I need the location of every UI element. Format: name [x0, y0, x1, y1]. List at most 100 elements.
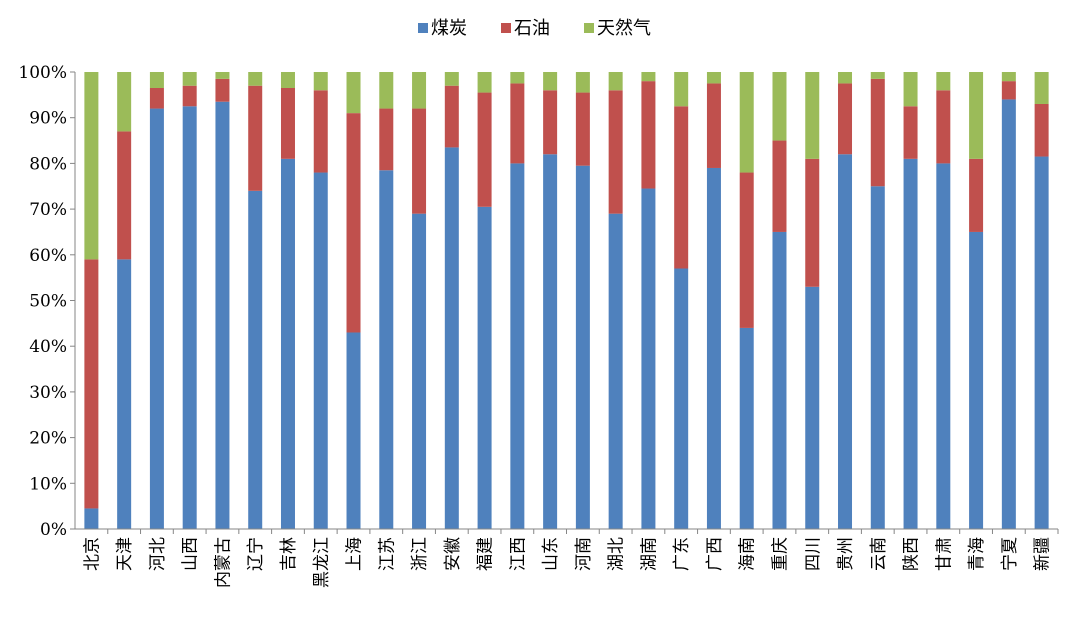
x-tick-label: 湖南: [639, 537, 659, 571]
bar-segment: [641, 72, 656, 82]
bar-segment: [1034, 103, 1049, 157]
bar-segment: [870, 78, 885, 187]
bar-segment: [903, 106, 918, 159]
x-tick-label: 甘肃: [934, 537, 954, 571]
bar-segment: [477, 72, 492, 93]
x-tick-label: 上海: [345, 537, 365, 571]
bar-segment: [543, 90, 558, 155]
bar-segment: [608, 72, 623, 91]
x-tick-label: 贵州: [836, 537, 856, 571]
legend-label: 煤炭: [431, 18, 467, 39]
bar-segment: [510, 163, 525, 529]
bar-segment: [215, 78, 230, 102]
y-tick-label: 90%: [29, 109, 67, 129]
y-tick-label: 60%: [29, 246, 67, 266]
bar-segment: [510, 72, 525, 84]
legend-swatch: [418, 23, 428, 33]
bar-segment: [772, 140, 787, 232]
bar-segment: [706, 83, 721, 168]
bar-segment: [280, 158, 295, 529]
bar-segment: [346, 113, 361, 333]
x-tick-label: 广西: [705, 537, 725, 571]
x-tick-label: 浙江: [410, 537, 430, 571]
bar-segment: [575, 92, 590, 166]
bar-segment: [674, 106, 689, 269]
bar-segment: [969, 231, 984, 529]
bar-segment: [641, 188, 656, 529]
bar-segment: [280, 87, 295, 159]
bars: [84, 72, 1049, 530]
y-tick-label: 10%: [29, 474, 67, 494]
bar-segment: [1034, 72, 1049, 104]
bar-segment: [248, 190, 263, 529]
bar-segment: [739, 327, 754, 529]
x-tick-label: 江苏: [377, 537, 397, 571]
bar-segment: [706, 72, 721, 84]
bar-segment: [969, 72, 984, 159]
bar-segment: [608, 90, 623, 214]
bar-segment: [149, 87, 164, 109]
bar-segment: [313, 172, 328, 530]
x-tick-label: 天津: [115, 537, 135, 571]
bar-segment: [838, 154, 853, 529]
legend-label: 石油: [514, 18, 550, 39]
bar-segment: [870, 72, 885, 79]
bar-segment: [379, 170, 394, 529]
bar-segment: [182, 106, 197, 530]
bar-segment: [280, 72, 295, 88]
bar-segment: [412, 108, 427, 214]
x-tick-label: 陕西: [902, 537, 922, 571]
bar-segment: [182, 85, 197, 107]
x-tick-label: 重庆: [770, 537, 790, 571]
x-tick-label: 江西: [508, 537, 528, 571]
bar-segment: [936, 72, 951, 91]
bar-segment: [903, 72, 918, 107]
x-tick-label: 山东: [541, 537, 561, 571]
bar-segment: [674, 268, 689, 529]
bar-segment: [805, 158, 820, 287]
legend-swatch: [501, 23, 511, 33]
bar-segment: [215, 101, 230, 529]
bar-segment: [903, 158, 918, 529]
x-tick-label: 内蒙古: [213, 537, 233, 588]
y-tick-label: 70%: [29, 200, 67, 220]
bar-segment: [149, 72, 164, 88]
bar-segment: [117, 259, 132, 529]
x-tick-label: 辽宁: [246, 537, 266, 571]
bar-segment: [772, 231, 787, 529]
bar-segment: [182, 72, 197, 86]
x-axis: 北京 天津 河北 山西 内蒙古 辽宁 吉林 黑龙江 上海 江苏 浙江 安徽 福建 江西 山东 河南 湖北 湖南 广东…: [75, 528, 1059, 588]
legend-label: 天然气: [597, 18, 651, 39]
bar-segment: [444, 147, 459, 529]
x-tick-label: 宁夏: [1000, 537, 1020, 571]
x-tick-label: 青海: [967, 537, 987, 571]
bar-segment: [412, 72, 427, 109]
x-tick-label: 黑龙江: [312, 537, 332, 588]
bar-segment: [215, 72, 230, 79]
bar-segment: [346, 332, 361, 529]
bar-segment: [543, 72, 558, 91]
x-tick-label: 新疆: [1033, 537, 1053, 571]
x-tick-label: 福建: [476, 537, 496, 571]
bar-segment: [313, 72, 328, 91]
bar-segment: [1034, 156, 1049, 530]
y-tick-label: 40%: [29, 337, 67, 357]
x-tick-label: 河北: [148, 537, 168, 571]
bar-segment: [1001, 81, 1016, 100]
y-tick-label: 80%: [29, 154, 67, 174]
bar-segment: [575, 165, 590, 529]
bar-segment: [346, 72, 361, 114]
bar-segment: [674, 72, 689, 107]
y-axis: 0% 10% 20% 30% 40% 50% 60% 70% 80% 90% 100%: [18, 63, 76, 540]
bar-segment: [379, 72, 394, 109]
bar-segment: [84, 508, 99, 529]
bar-segment: [805, 286, 820, 529]
x-tick-label: 吉林: [279, 537, 299, 571]
y-tick-label: 100%: [18, 63, 67, 83]
bar-segment: [379, 108, 394, 171]
bar-segment: [772, 72, 787, 141]
bar-segment: [84, 259, 99, 509]
bar-segment: [412, 213, 427, 530]
